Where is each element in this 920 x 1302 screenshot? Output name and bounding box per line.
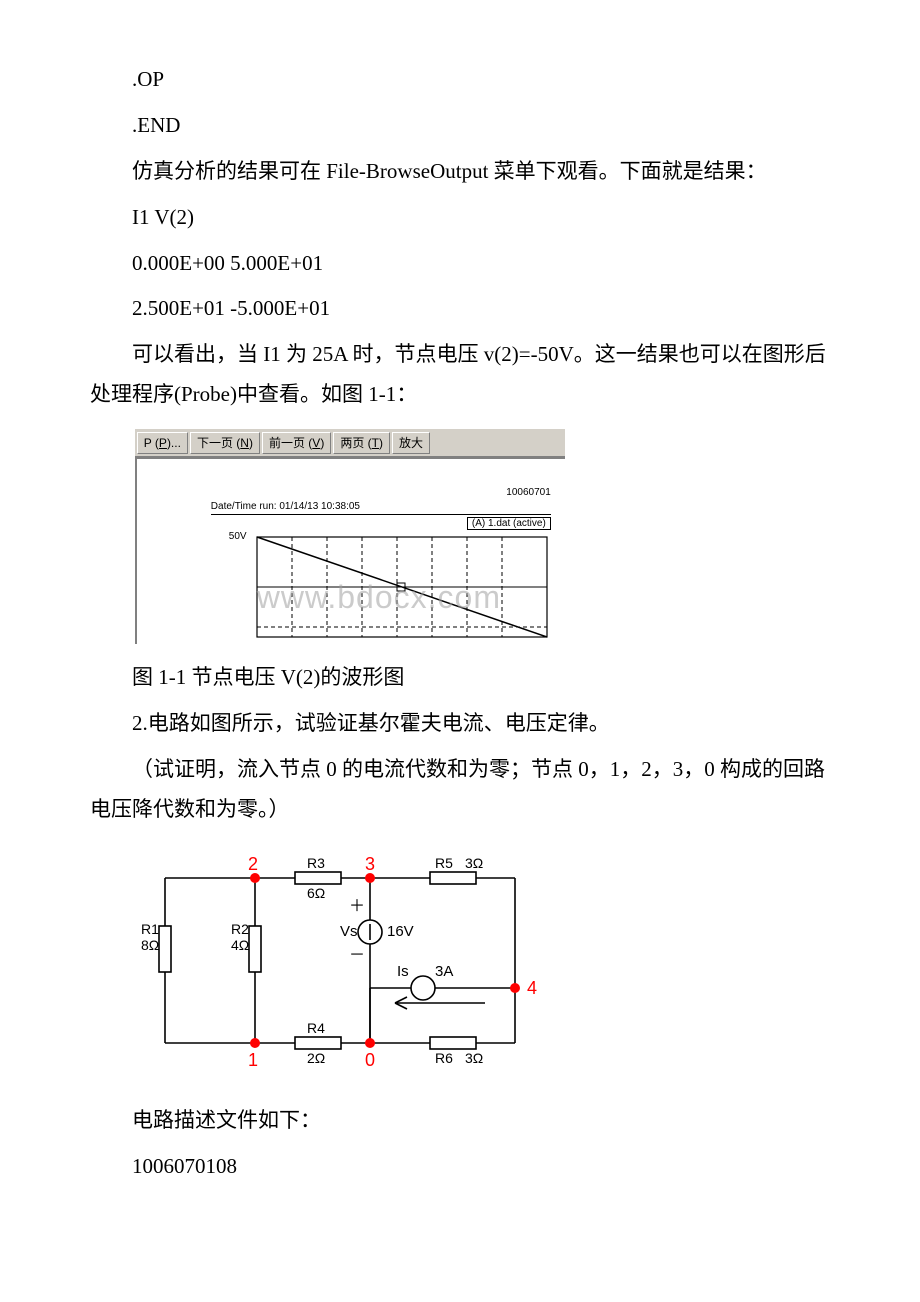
r4-val: 2Ω [307,1050,325,1066]
circuit-diagram: 2 3 4 1 0 R1 8Ω R2 4Ω R3 6Ω R4 2Ω R5 3Ω … [135,848,830,1083]
btn-p-u: P [159,436,167,450]
circuit-file-intro: 电路描述文件如下： [90,1101,830,1141]
circuit-file-num: 1006070108 [90,1147,830,1187]
btn-p-post: )... [167,436,181,450]
btn-next-u: N [240,436,249,450]
r1-val: 8Ω [141,937,159,953]
node-0-label: 0 [365,1050,375,1070]
btn-p[interactable]: P (P)... [137,432,188,454]
problem-2-detail: （试证明，流入节点 0 的电流代数和为零；节点 0，1，2，3，0 构成的回路电… [90,750,830,830]
btn-two-post: ) [379,436,383,450]
probe-toolbar: P (P)... 下一页 (N) 前一页 (V) 两页 (T) 放大 [135,429,565,457]
para-result-intro: 仿真分析的结果可在 File-BrowseOutput 菜单下观看。下面就是结果… [90,152,830,192]
vs-minus: － [349,947,365,964]
r2-name: R2 [231,921,249,937]
is-name: Is [397,963,409,980]
chart-svg [137,459,567,646]
para-conclusion: 可以看出，当 I1 为 25A 时，节点电压 v(2)=-50V。这一结果也可以… [90,335,830,415]
btn-prev-post: ) [320,436,324,450]
r6-val: 3Ω [465,1050,483,1066]
figure-1-1-caption: 图 1-1 节点电压 V(2)的波形图 [90,658,830,698]
r2-val: 4Ω [231,937,249,953]
code-line-end: .END [90,106,830,146]
btn-next-post: ) [249,436,253,450]
btn-p-pre: P ( [144,436,159,450]
btn-two-u: T [372,436,379,450]
node-4-label: 4 [527,978,537,998]
node-0-dot [365,1038,375,1048]
data-row-1: 0.000E+00 5.000E+01 [90,244,830,284]
r4-name: R4 [307,1020,325,1036]
btn-twopage[interactable]: 两页 (T) [333,432,390,454]
vs-val: 16V [387,923,414,940]
r5-val: 3Ω [465,855,483,871]
probe-chart-area: 10060701 Date/Time run: 01/14/13 10:38:0… [135,457,565,644]
r3-val: 6Ω [307,885,325,901]
node-3-dot [365,873,375,883]
node-1-dot [250,1038,260,1048]
data-row-2: 2.500E+01 -5.000E+01 [90,289,830,329]
node-2-label: 2 [248,854,258,874]
node-2-dot [250,873,260,883]
is-val: 3A [435,963,453,980]
figure-1-1: P (P)... 下一页 (N) 前一页 (V) 两页 (T) 放大 10060… [135,429,830,644]
r5-name: R5 [435,855,453,871]
btn-prev-pre: 前一页 ( [269,436,312,450]
r3-name: R3 [307,855,325,871]
problem-2: 2.电路如图所示，试验证基尔霍夫电流、电压定律。 [90,704,830,744]
r6-name: R6 [435,1050,453,1066]
code-line-op: .OP [90,60,830,100]
vs-plus: ＋ [349,898,365,915]
vs-name: Vs [340,923,358,940]
data-header: I1 V(2) [90,198,830,238]
btn-prev[interactable]: 前一页 (V) [262,432,331,454]
circuit-svg: 2 3 4 1 0 R1 8Ω R2 4Ω R3 6Ω R4 2Ω R5 3Ω … [135,848,555,1078]
node-4-dot [510,983,520,993]
btn-zoom[interactable]: 放大 [392,432,430,454]
btn-next[interactable]: 下一页 (N) [190,432,260,454]
btn-next-pre: 下一页 ( [197,436,240,450]
node-1-label: 1 [248,1050,258,1070]
r1-name: R1 [141,921,159,937]
btn-two-pre: 两页 ( [340,436,371,450]
node-3-label: 3 [365,854,375,874]
